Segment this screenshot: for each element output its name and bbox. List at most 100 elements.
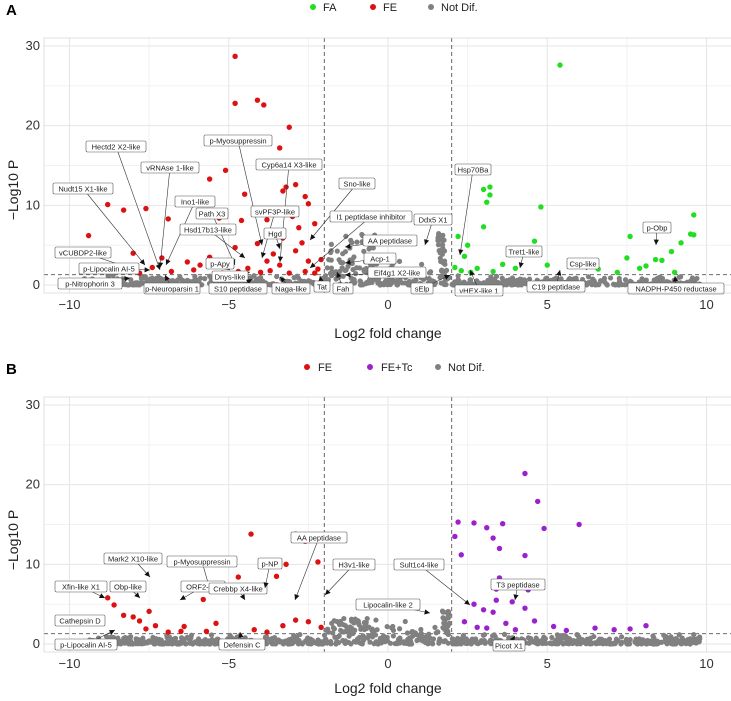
panel-a-fe-point	[302, 268, 308, 275]
panel-b-gene-label: Cathepsin D	[59, 616, 101, 625]
panel-a-not-dif-point	[361, 248, 367, 254]
panel-a-fa-point	[464, 242, 471, 248]
panel-a-not-dif-point	[332, 271, 338, 277]
panel-a-label-arrowhead	[672, 276, 679, 282]
panel-b-not-dif-point	[192, 639, 198, 645]
panel-b-not-dif-point	[145, 638, 151, 644]
panel-b-not-dif-point	[527, 639, 533, 645]
panel-a-label-box	[367, 266, 427, 279]
panel-b-not-dif-point	[440, 615, 446, 621]
panel-a-not-dif-point	[186, 278, 192, 284]
panel-a-fe-point	[165, 216, 171, 222]
legend-a-fe-label: FE	[383, 2, 397, 14]
panel-b-not-dif-point	[445, 610, 451, 616]
panel-a-fa-point	[659, 257, 665, 264]
panel-b-not-dif-point	[478, 637, 485, 644]
panel-a-not-dif-point	[324, 265, 330, 271]
panel-b-label-arrowhead	[464, 599, 470, 605]
panel-a-not-dif-point	[387, 281, 393, 288]
panel-a-label-arrowhead	[275, 243, 281, 249]
panel-b-not-dif-point	[588, 640, 594, 646]
legend-b-fe-label: FE	[318, 362, 332, 374]
panel-a-label-arrowhead	[280, 277, 286, 283]
panel-a-fa-point	[627, 233, 633, 240]
panel-a-fe-point	[264, 258, 270, 264]
panel-a-not-dif-point	[676, 274, 682, 280]
panel-b-fe-tc-point	[522, 552, 528, 559]
panel-b-fe-tc-point	[490, 535, 496, 541]
panel-a-not-dif-point	[585, 274, 592, 280]
panel-b-not-dif-point	[598, 636, 605, 642]
panel-b-label-box	[54, 580, 108, 593]
legend-b-fetc-marker	[367, 364, 373, 370]
panel-a-not-dif-point	[370, 245, 376, 251]
panel-a-label-arrowhead	[139, 259, 145, 265]
panel-b-not-dif-point	[377, 635, 383, 641]
panel-b-fe-tc-point	[550, 623, 557, 630]
panel-b-not-dif-point	[403, 640, 409, 647]
panel-a-fa-point	[499, 261, 506, 268]
panel-b-label-arrowhead	[238, 632, 244, 638]
panel-a-not-dif-point	[294, 273, 300, 279]
panel-b-label-arrowhead	[239, 594, 245, 600]
panel-a-fa-point	[557, 62, 563, 68]
panel-b-not-dif-point	[356, 639, 362, 646]
panel-b-fe-tc-point	[535, 498, 541, 505]
panel-a-fe-point	[283, 184, 289, 190]
panel-a-gene-label: Acp-1	[370, 254, 390, 263]
panel-b-not-dif-point	[583, 640, 589, 647]
panel-b-not-dif-point	[187, 640, 193, 646]
panel-b-gene-label: p-Lipocalin AI-5	[60, 640, 112, 649]
panel-b-not-dif-point	[445, 614, 451, 620]
panel-a-label-box	[78, 262, 140, 275]
panel-a-not-dif-point	[339, 265, 345, 271]
panel-a-gene-label: I1 peptidase inhibitor	[336, 212, 406, 221]
panel-b-fe-tc-points	[452, 470, 649, 634]
panel-b-not-dif-point	[678, 641, 684, 647]
panel-a-label-box	[179, 223, 237, 236]
panel-b-not-dif-point	[676, 632, 682, 638]
panel-a-not-dif-point	[607, 275, 614, 281]
panel-a-gene-label: S10 peptidase	[214, 284, 262, 293]
panel-a-not-dif-point	[132, 280, 138, 286]
panel-a-gene-label: Path X3	[199, 209, 226, 218]
panel-b-not-dif-point	[158, 637, 164, 643]
panel-b-not-dif-point	[176, 640, 182, 646]
panel-a-label-arrowhead	[246, 279, 252, 285]
panel-a-gene-label: Eif4g1 X2-like	[374, 268, 420, 277]
panel-b-fe-tc-point	[509, 599, 515, 605]
panel-b-label-arrowhead	[99, 593, 105, 599]
panel-a-gene-label: Csp-like	[569, 259, 596, 268]
panel-b-fe-point	[318, 624, 324, 630]
panel-a-not-dif-point	[367, 279, 373, 286]
panel-a-not-dif-point	[393, 280, 400, 286]
panel-b-fe-tc-point	[627, 626, 633, 632]
panel-b-label-box	[218, 638, 266, 651]
panel-a-not-dif-point	[438, 268, 445, 274]
panel-b-not-dif-point	[360, 633, 366, 639]
panel-a-fa-point	[474, 265, 480, 271]
panel-b-not-dif-point	[389, 625, 395, 631]
panel-a-not-dif-point	[274, 273, 280, 280]
panel-b-not-dif-point	[166, 641, 172, 647]
panel-a-label-arrowhead	[345, 272, 351, 278]
panel-a-not-dif-point	[603, 281, 610, 287]
panel-b-label-box	[355, 598, 421, 611]
panel-b-not-dif-point	[563, 635, 569, 642]
panel-b-not-dif-point	[181, 639, 188, 646]
panel-b-not-dif-point	[299, 641, 305, 647]
panel-b-not-dif-point	[172, 635, 179, 641]
panel-b-not-dif-point	[412, 630, 418, 636]
panel-a-fa-point	[538, 204, 544, 210]
panel-b-not-dif-point	[227, 632, 233, 639]
legend-b-fe-marker	[304, 364, 310, 370]
panel-a-not-dif-point	[441, 237, 447, 243]
panel-b-fe-point	[315, 559, 321, 565]
legend-b-notdif-label: Not Dif.	[448, 362, 485, 374]
panel-a-label-arrowhead	[124, 276, 130, 282]
panel-a-not-dif-point	[207, 273, 213, 279]
panel-a-not-dif-point	[126, 282, 132, 288]
panel-b-gene-label: ORF2-like	[186, 582, 220, 591]
panel-a-gene-label: Hsp70Ba	[458, 165, 490, 174]
panel-b-fe-point	[120, 612, 127, 619]
